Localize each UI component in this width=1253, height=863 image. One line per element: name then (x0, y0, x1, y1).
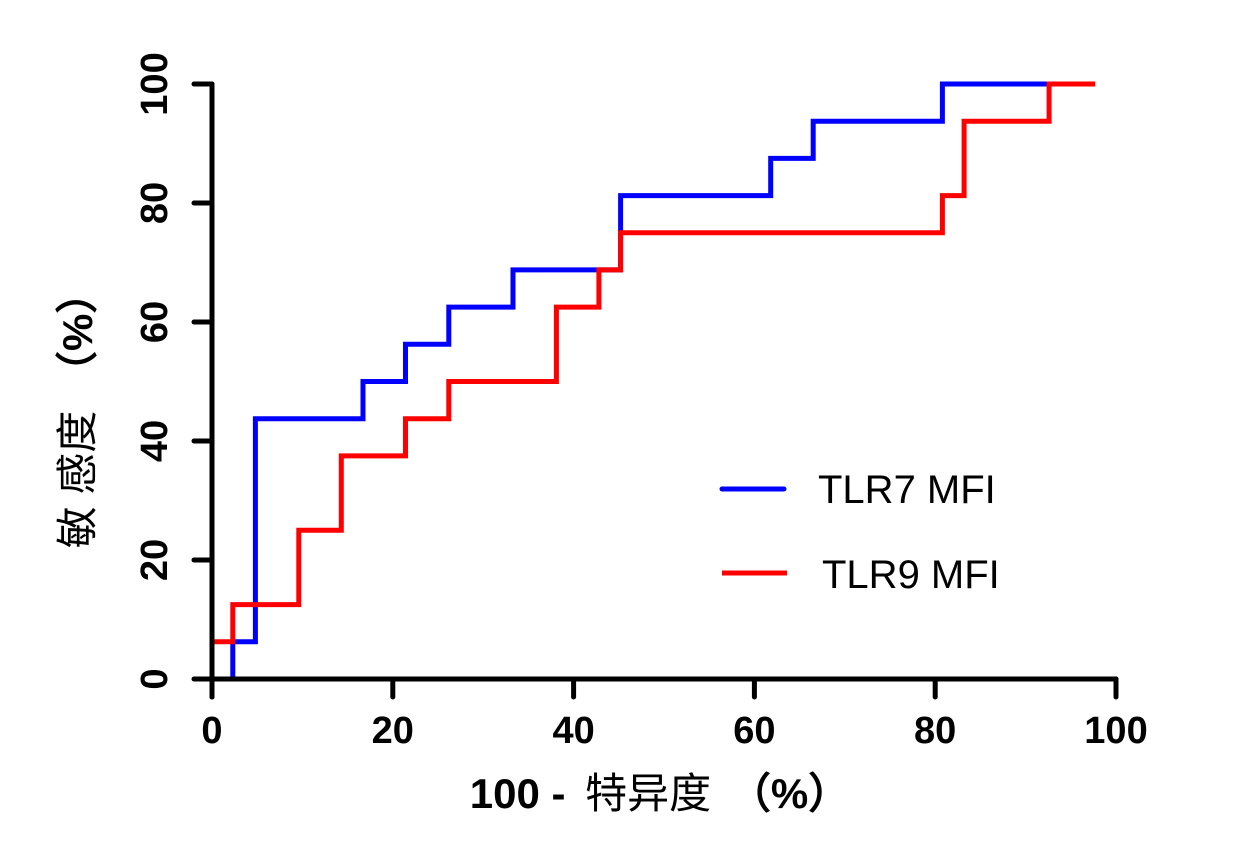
axes (191, 81, 1119, 700)
x-axis-title-cjk: 特异度 (585, 770, 711, 817)
plot-lines (212, 81, 1096, 679)
x-ticks: 0 20 40 60 80 100 (201, 676, 1148, 752)
legend-label-tlr7: TLR7 MFI (818, 468, 996, 512)
x-tick-label: 80 (914, 710, 956, 752)
y-tick-label: 20 (134, 539, 176, 581)
x-tick-label: 100 (1084, 710, 1147, 752)
x-axis-title: 100 - 特异度 （%） (470, 770, 850, 817)
y-tick-label: 60 (134, 301, 176, 343)
series-line-tlr9-mfi (212, 81, 1096, 645)
y-axis-title-pct: （%） (54, 272, 101, 393)
y-tick-label: 0 (134, 668, 176, 689)
x-axis-title-num: 100 - (470, 770, 566, 817)
y-ticks: 0 20 40 60 80 100 (134, 52, 215, 690)
x-tick-label: 40 (552, 710, 594, 752)
y-axis-title-cjk: 敏 感度 (54, 411, 101, 549)
y-axis-title: 敏 感度 （%） (54, 272, 101, 549)
x-tick-label: 0 (201, 710, 222, 752)
legend: TLR7 MFI TLR9 MFI (719, 468, 1000, 597)
series-line-tlr7-mfi (230, 81, 1050, 679)
x-tick-label: 20 (372, 710, 414, 752)
y-tick-label: 40 (134, 420, 176, 462)
legend-label-tlr9: TLR9 MFI (822, 553, 1000, 597)
x-tick-label: 60 (733, 710, 775, 752)
y-tick-label: 100 (134, 52, 176, 115)
x-axis-title-pct: （%） (729, 770, 850, 817)
y-tick-label: 80 (134, 182, 176, 224)
